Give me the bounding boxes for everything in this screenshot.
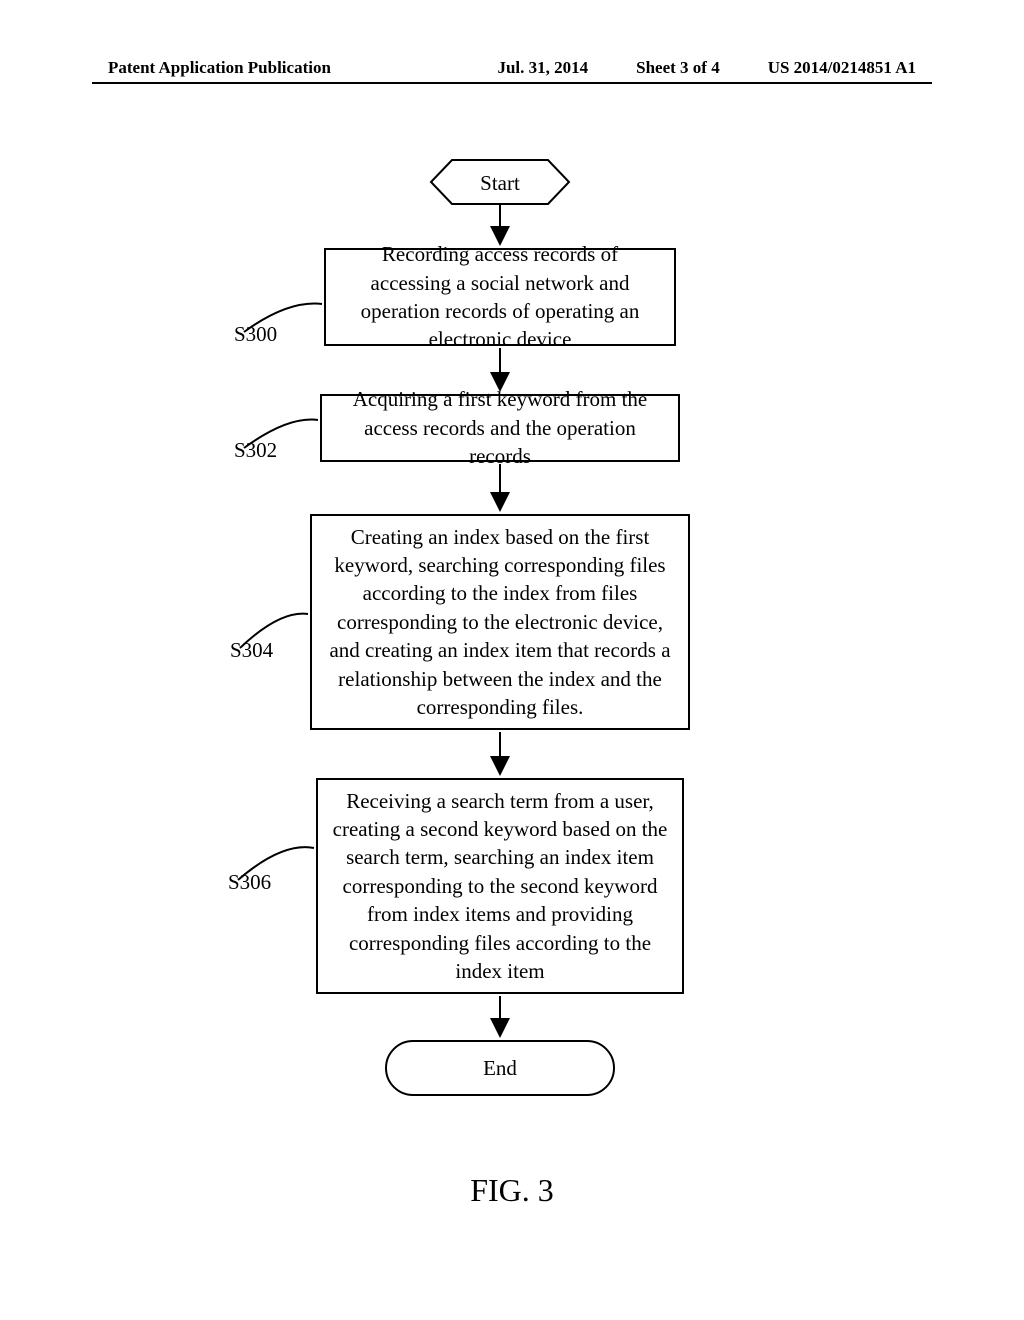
start-terminal-text: Start — [480, 171, 520, 195]
step-s304-box: Creating an index based on the first key… — [310, 514, 690, 730]
step-s304-label: S304 — [230, 638, 273, 663]
step-s302-text: Acquiring a first keyword from the acces… — [336, 385, 664, 470]
step-s306-label: S306 — [228, 870, 271, 895]
step-s300-text: Recording access records of accessing a … — [340, 240, 660, 353]
end-terminal-text: End — [483, 1056, 517, 1081]
step-s302-box: Acquiring a first keyword from the acces… — [320, 394, 680, 462]
step-s302-label: S302 — [234, 438, 277, 463]
end-terminal: End — [385, 1040, 615, 1096]
step-s300-box: Recording access records of accessing a … — [324, 248, 676, 346]
figure-caption: FIG. 3 — [0, 1172, 1024, 1209]
step-s304-text: Creating an index based on the first key… — [326, 523, 674, 721]
step-s306-text: Receiving a search term from a user, cre… — [332, 787, 668, 985]
step-s306-box: Receiving a search term from a user, cre… — [316, 778, 684, 994]
step-s300-label: S300 — [234, 322, 277, 347]
